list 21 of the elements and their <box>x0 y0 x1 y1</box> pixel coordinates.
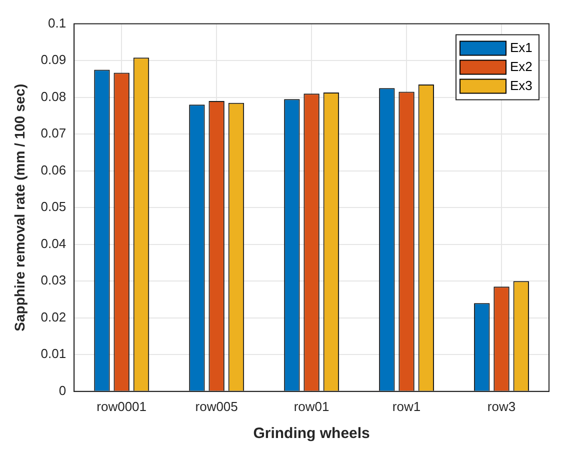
y-tick-label: 0.09 <box>40 52 66 68</box>
y-tick-label: 0 <box>58 382 66 398</box>
x-axis-title: Grinding wheels <box>253 425 370 442</box>
y-axis-title: Sapphire removal rate (mm / 100 sec) <box>11 84 28 332</box>
y-tick-label: 0.1 <box>48 15 66 30</box>
y-tick-label: 0.05 <box>40 199 66 214</box>
y-tick-label: 0.02 <box>40 309 66 324</box>
x-tick-label: row1 <box>392 398 421 414</box>
x-tick-label: row0001 <box>96 398 147 414</box>
x-tick-label: row01 <box>294 398 330 414</box>
legend-label: Ex2 <box>510 58 532 74</box>
y-tick-label: 0.01 <box>40 346 66 362</box>
y-tick-label: 0.03 <box>40 272 66 288</box>
x-tick-label: row3 <box>487 398 516 414</box>
y-tick-label: 0.06 <box>40 162 66 178</box>
y-tick-label: 0.04 <box>40 236 66 251</box>
legend-label: Ex3 <box>510 78 532 93</box>
x-tick-label: row005 <box>195 398 238 414</box>
legend-label: Ex1 <box>510 40 532 55</box>
y-tick-label: 0.08 <box>40 88 66 104</box>
y-tick-label: 0.07 <box>40 126 66 141</box>
